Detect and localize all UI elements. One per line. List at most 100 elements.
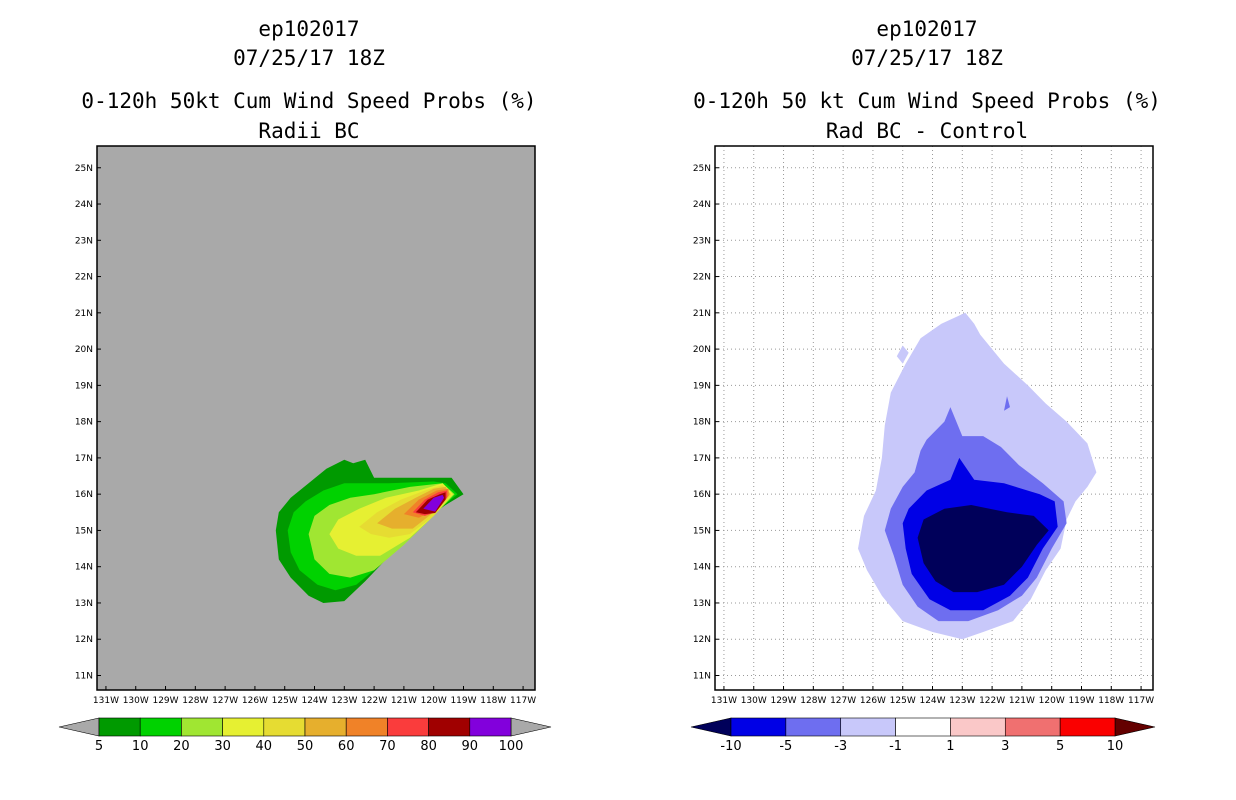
lon-label: 123W — [949, 696, 975, 706]
contour-90 — [423, 494, 445, 512]
colorbar-swatch — [1004, 717, 1061, 737]
lon-label: 125W — [890, 696, 916, 706]
colorbar-label: 50 — [297, 739, 314, 754]
lat-label: 17N — [75, 454, 93, 464]
lon-label: 127W — [830, 696, 856, 706]
lon-label: 129W — [152, 696, 178, 706]
lon-label: 120W — [421, 696, 447, 706]
difference-map: 25N 24N 23N 22N 21N 20N 19N 18N 17N 16N 15N 14N 13N 1… — [690, 145, 1156, 754]
lon-label: 121W — [1009, 696, 1035, 706]
lon-label: 119W — [1068, 696, 1094, 706]
storm-id-title: ep102017 — [876, 17, 978, 41]
lat-label: 15N — [693, 526, 711, 536]
colorbar-swatch — [345, 717, 388, 737]
right-panel: ep102017 07/25/17 18Z 0-120h 50 kt Cum W… — [618, 0, 1236, 800]
colorbar-swatch — [222, 717, 265, 737]
colorbar-label: 70 — [379, 739, 396, 754]
lon-label: 117W — [1128, 696, 1154, 706]
colorbar-over-arrow — [510, 717, 552, 737]
map-frame — [714, 145, 1154, 691]
colorbar-swatch — [181, 717, 223, 737]
lat-label: 12N — [75, 635, 93, 645]
date-title: 07/25/17 18Z — [851, 46, 1003, 70]
colorbar-label: 60 — [338, 739, 355, 754]
lon-label: 127W — [212, 696, 238, 706]
colorbar-swatch — [469, 717, 512, 737]
lon-label: 126W — [860, 696, 886, 706]
colorbar-label: -1 — [889, 739, 902, 754]
lat-label: 25N — [75, 164, 93, 174]
contour--1 — [1004, 396, 1010, 411]
lon-label: 121W — [391, 696, 417, 706]
lat-label: 16N — [693, 490, 711, 500]
lon-label: 118W — [480, 696, 506, 706]
lon-label: 128W — [182, 696, 208, 706]
lat-label: 20N — [75, 345, 93, 355]
lat-label: 14N — [75, 563, 93, 573]
left-panel: ep102017 07/25/17 18Z 0-120h 50kt Cum Wi… — [58, 17, 552, 754]
lat-label: 19N — [693, 381, 711, 391]
lon-label: 117W — [510, 696, 536, 706]
lon-label: 131W — [93, 696, 119, 706]
subtitle: Rad BC - Control — [825, 119, 1029, 143]
map-background — [97, 146, 535, 690]
colorbar-label: 100 — [499, 739, 524, 754]
colorbar-label: 20 — [173, 739, 190, 754]
lat-label: 22N — [693, 273, 711, 283]
lat-label: 12N — [693, 635, 711, 645]
lon-label: 129W — [770, 696, 796, 706]
lon-label: 123W — [331, 696, 357, 706]
lat-label: 21N — [75, 309, 93, 319]
radii-bc-map: 25N 24N 23N 22N 21N 20N 19N 18N 17N 16N 15N 14N 13N 1… — [58, 145, 552, 754]
lon-label: 124W — [919, 696, 945, 706]
colorbar-label: 5 — [95, 739, 103, 754]
lat-label: 24N — [693, 200, 711, 210]
storm-id-title: ep102017 — [258, 17, 360, 41]
colorbar-swatch — [304, 717, 347, 737]
colorbar-swatch — [387, 717, 429, 737]
colorbar-label: 80 — [420, 739, 437, 754]
lat-label: 21N — [693, 309, 711, 319]
colorbar-swatch — [730, 717, 787, 737]
lat-label: 23N — [75, 236, 93, 246]
lat-label: 24N — [75, 200, 93, 210]
colorbar-label: 90 — [462, 739, 479, 754]
lat-label: 20N — [693, 345, 711, 355]
lat-label: 14N — [693, 563, 711, 573]
lon-label: 130W — [123, 696, 149, 706]
colorbar-label: 30 — [214, 739, 231, 754]
lon-label: 119W — [450, 696, 476, 706]
colorbar-label: -3 — [834, 739, 847, 754]
colorbar-over-arrow — [1114, 717, 1156, 737]
lat-label: 15N — [75, 526, 93, 536]
colorbar-swatch — [895, 717, 951, 737]
contour--1 — [896, 345, 909, 364]
colorbar-swatch — [785, 717, 842, 737]
colorbar-label: 3 — [1001, 739, 1009, 754]
lat-label: 13N — [693, 599, 711, 609]
lon-label: 128W — [800, 696, 826, 706]
lon-label: 126W — [242, 696, 268, 706]
lat-label: 19N — [75, 381, 93, 391]
lon-label: 122W — [361, 696, 387, 706]
colorbar-label: -10 — [720, 739, 741, 754]
lon-label: 118W — [1098, 696, 1124, 706]
lat-label: 22N — [75, 273, 93, 283]
lon-label: 125W — [272, 696, 298, 706]
map-frame — [96, 145, 536, 691]
colorbar-label: 40 — [256, 739, 273, 754]
colorbar-swatch — [139, 717, 182, 737]
colorbar-label: 10 — [1107, 739, 1124, 754]
lon-label: 122W — [979, 696, 1005, 706]
colorbar-swatch — [98, 717, 141, 737]
product-title: 0-120h 50 kt Cum Wind Speed Probs (%) — [693, 89, 1161, 113]
contour--10 — [917, 505, 1049, 593]
colorbar-swatch — [1059, 717, 1116, 737]
subtitle: Radii BC — [258, 119, 360, 143]
lon-label: 120W — [1039, 696, 1065, 706]
colorbar-swatch — [840, 717, 896, 737]
lat-label: 23N — [693, 236, 711, 246]
lon-label: 130W — [741, 696, 767, 706]
lat-label: 11N — [75, 671, 93, 681]
colorbar-swatch — [263, 717, 306, 737]
